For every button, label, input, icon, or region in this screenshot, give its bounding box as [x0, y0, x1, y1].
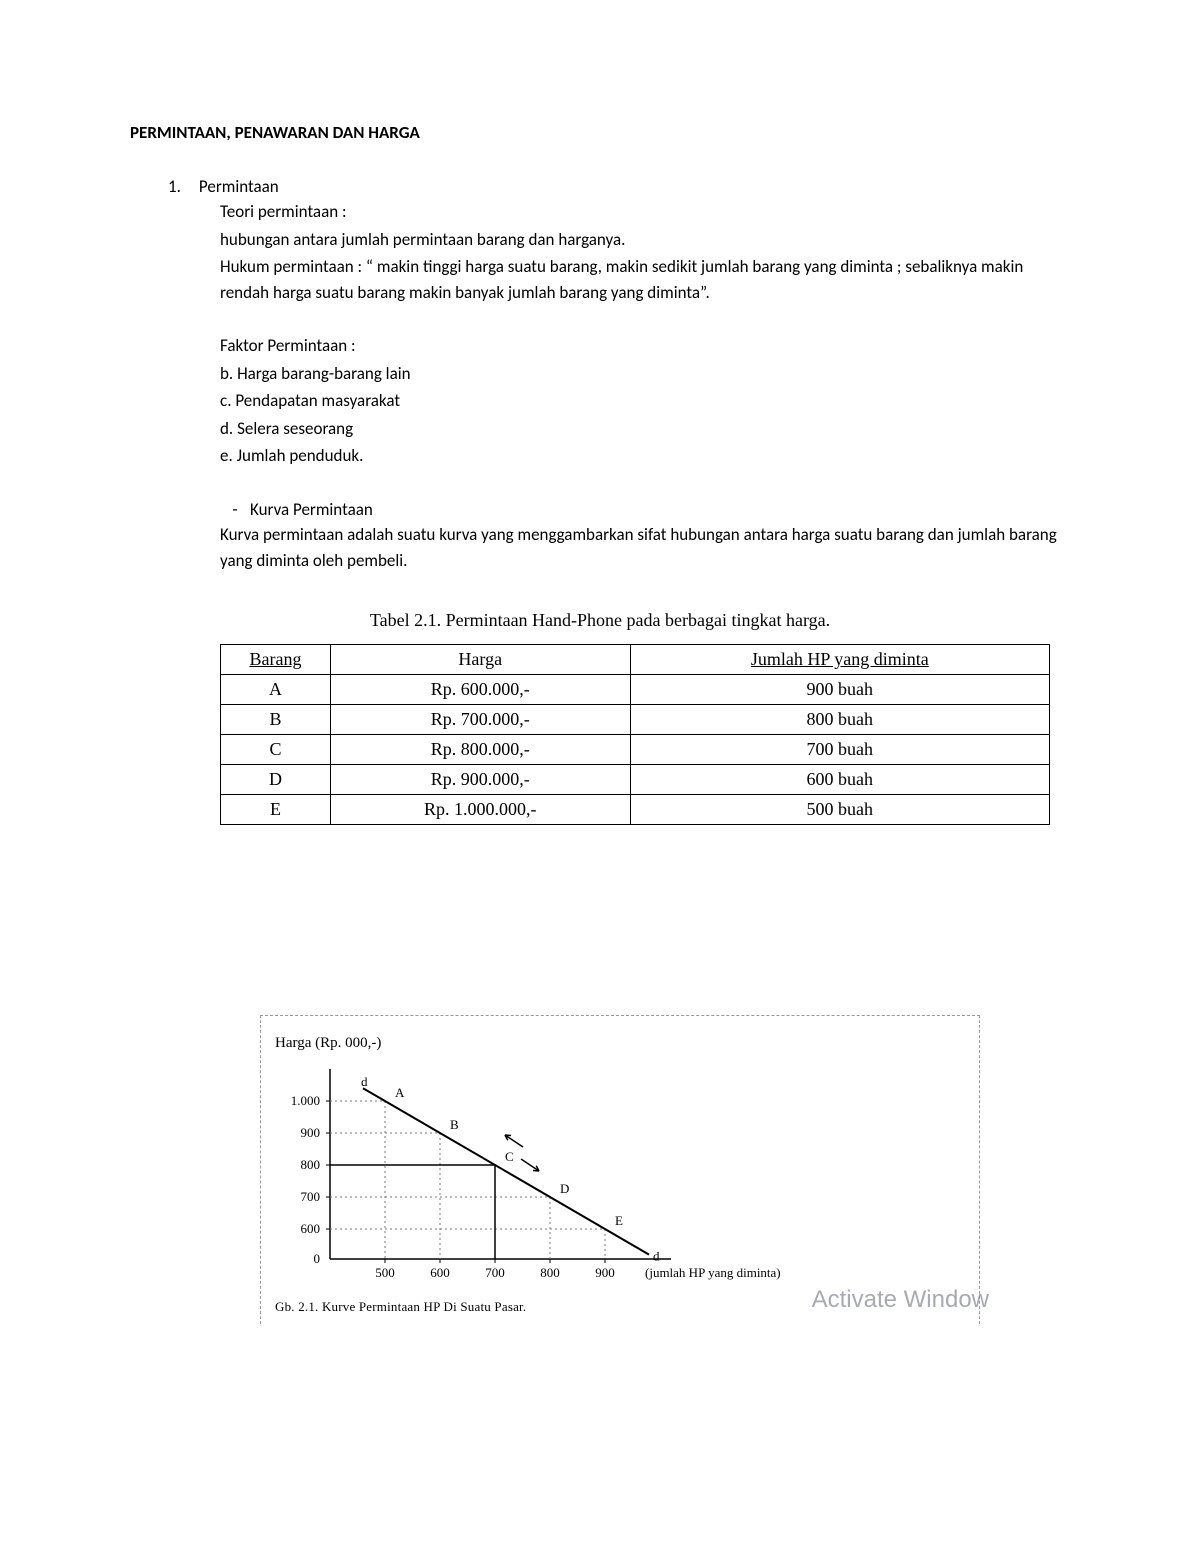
svg-text:D: D — [560, 1181, 569, 1196]
faktor-item: e. Jumlah penduduk. — [220, 443, 1070, 469]
table-cell: Rp. 700.000,- — [330, 705, 630, 735]
faktor-item: d. Selera seseorang — [220, 416, 1070, 442]
svg-text:600: 600 — [301, 1221, 321, 1236]
table-header: Barang — [221, 645, 331, 675]
table-cell: Rp. 800.000,- — [330, 735, 630, 765]
table-cell: E — [221, 795, 331, 825]
table-cell: Rp. 900.000,- — [330, 765, 630, 795]
svg-text:C: C — [505, 1149, 514, 1164]
hukum-text: Hukum permintaan : “ makin tinggi harga … — [220, 254, 1070, 305]
svg-text:700: 700 — [485, 1265, 505, 1280]
svg-text:900: 900 — [301, 1125, 321, 1140]
faktor-label: Faktor Permintaan : — [220, 333, 1070, 359]
svg-text:A: A — [395, 1085, 405, 1100]
section-number: 1. — [168, 174, 181, 200]
teori-label: Teori permintaan : — [220, 199, 1070, 225]
svg-text:E: E — [615, 1213, 623, 1228]
table-cell: A — [221, 675, 331, 705]
faktor-item: b. Harga barang-barang lain — [220, 361, 1070, 387]
table-cell: B — [221, 705, 331, 735]
page-title: PERMINTAAN, PENAWARAN DAN HARGA — [130, 120, 1070, 146]
section-header: 1. Permintaan — [130, 174, 1070, 200]
table-caption: Tabel 2.1. Permintaan Hand-Phone pada be… — [130, 607, 1070, 634]
svg-text:800: 800 — [301, 1157, 321, 1172]
table-cell: D — [221, 765, 331, 795]
svg-text:900: 900 — [595, 1265, 615, 1280]
table-cell: 600 buah — [630, 765, 1049, 795]
table-header: Jumlah HP yang diminta — [630, 645, 1049, 675]
table-header: Harga — [330, 645, 630, 675]
table-row: A Rp. 600.000,- 900 buah — [221, 675, 1050, 705]
table-row: B Rp. 700.000,- 800 buah — [221, 705, 1050, 735]
demand-table: Barang Harga Jumlah HP yang diminta A Rp… — [220, 644, 1050, 825]
table-cell: 800 buah — [630, 705, 1049, 735]
dash-bullet: - — [220, 497, 250, 523]
demand-chart-container: Harga (Rp. 000,-) 1.000 900 800 700 600 0 500 6… — [260, 1015, 980, 1324]
svg-text:B: B — [450, 1117, 459, 1132]
svg-text:600: 600 — [430, 1265, 450, 1280]
table-cell: 500 buah — [630, 795, 1049, 825]
table-cell: 900 buah — [630, 675, 1049, 705]
table-row: C Rp. 800.000,- 700 buah — [221, 735, 1050, 765]
table-cell: Rp. 1.000.000,- — [330, 795, 630, 825]
table-cell: C — [221, 735, 331, 765]
svg-text:500: 500 — [375, 1265, 395, 1280]
table-row: E Rp. 1.000.000,- 500 buah — [221, 795, 1050, 825]
kurva-label: Kurva Permintaan — [250, 499, 373, 520]
svg-text:700: 700 — [301, 1189, 321, 1204]
kurva-bullet-row: -Kurva Permintaan — [220, 497, 1070, 523]
table-row: D Rp. 900.000,- 600 buah — [221, 765, 1050, 795]
svg-text:1.000: 1.000 — [291, 1093, 320, 1108]
svg-text:d: d — [361, 1074, 368, 1089]
svg-text:800: 800 — [540, 1265, 560, 1280]
teori-text: hubungan antara jumlah permintaan barang… — [220, 227, 1070, 253]
demand-chart: 1.000 900 800 700 600 0 500 600 700 800 900 (jumlah… — [275, 1059, 965, 1289]
table-cell: Rp. 600.000,- — [330, 675, 630, 705]
svg-text:0: 0 — [314, 1251, 321, 1266]
chart-y-axis-title: Harga (Rp. 000,-) — [275, 1032, 965, 1055]
table-header-row: Barang Harga Jumlah HP yang diminta — [221, 645, 1050, 675]
table-cell: 700 buah — [630, 735, 1049, 765]
section-label: Permintaan — [199, 174, 279, 200]
faktor-item: c. Pendapatan masyarakat — [220, 388, 1070, 414]
kurva-text: Kurva permintaan adalah suatu kurva yang… — [220, 522, 1070, 573]
svg-text:(jumlah HP yang diminta): (jumlah HP yang diminta) — [645, 1265, 781, 1280]
activate-windows-watermark: Activate Window — [812, 1282, 989, 1318]
svg-text:d: d — [653, 1248, 660, 1263]
